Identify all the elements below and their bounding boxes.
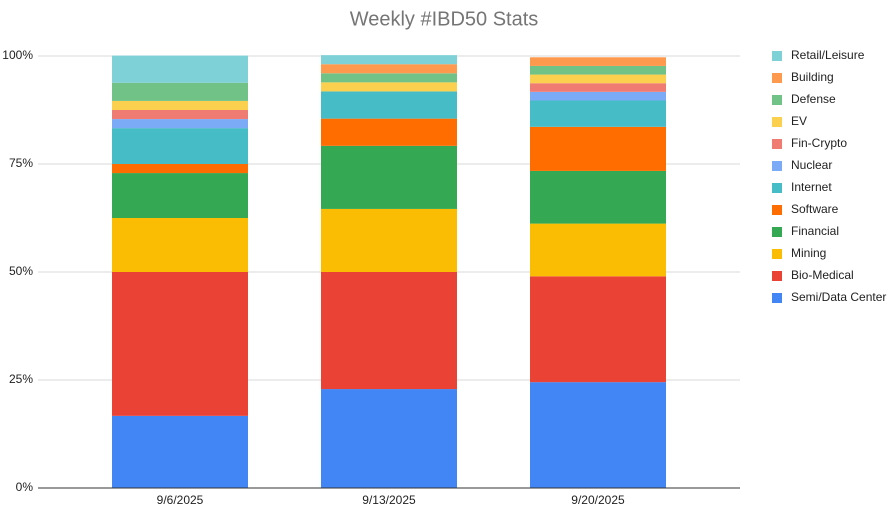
legend-label: Software — [791, 202, 839, 216]
bar-segment — [321, 73, 457, 83]
bar-segment — [321, 389, 457, 488]
legend-label: Nuclear — [791, 158, 832, 172]
x-tick-label: 9/13/2025 — [362, 493, 416, 507]
legend-swatch — [772, 293, 782, 303]
bar-segment — [321, 118, 457, 146]
bar-segment — [530, 170, 666, 224]
bar-segment — [530, 91, 666, 101]
legend-label: Mining — [791, 246, 826, 260]
x-tick-label: 9/20/2025 — [571, 493, 625, 507]
bar-segment — [112, 218, 248, 272]
bar-segment — [321, 64, 457, 74]
legend-label: Retail/Leisure — [791, 48, 865, 62]
bar-segment — [530, 126, 666, 171]
bar-segment — [321, 272, 457, 390]
bar-segment — [112, 164, 248, 174]
bar-segment — [530, 100, 666, 127]
bar-segment — [530, 74, 666, 84]
y-tick-label: 75% — [9, 156, 33, 170]
legend-swatch — [772, 117, 782, 127]
y-tick-label: 50% — [9, 264, 33, 278]
legend-swatch — [772, 73, 782, 83]
x-tick-label: 9/6/2025 — [157, 493, 204, 507]
bar-segment — [112, 100, 248, 110]
legend-swatch — [772, 139, 782, 149]
bar-segment — [112, 272, 248, 416]
legend-label: Fin-Crypto — [791, 136, 847, 150]
legend-swatch — [772, 183, 782, 193]
y-tick-label: 0% — [16, 480, 34, 494]
bar-segment — [530, 83, 666, 92]
bar-segment — [530, 382, 666, 488]
legend-label: Bio-Medical — [791, 268, 854, 282]
legend-label: EV — [791, 114, 807, 128]
bar-segment — [112, 128, 248, 164]
y-tick-label: 100% — [2, 48, 33, 62]
y-tick-label: 25% — [9, 372, 33, 386]
bar-segment — [112, 119, 248, 129]
legend-swatch — [772, 205, 782, 215]
bar-segment — [321, 208, 457, 272]
bar-segment — [321, 82, 457, 92]
bar-segment — [321, 145, 457, 209]
legend-swatch — [772, 161, 782, 171]
bar-segment — [530, 276, 666, 383]
bar-segment — [112, 173, 248, 218]
legend-swatch — [772, 51, 782, 61]
legend-label: Semi/Data Center — [791, 290, 886, 304]
legend-swatch — [772, 95, 782, 105]
bar-segment — [112, 415, 248, 488]
legend-label: Building — [791, 70, 834, 84]
bar-segment — [112, 82, 248, 101]
bar-segment — [530, 223, 666, 277]
legend-label: Financial — [791, 224, 839, 238]
bar-segment — [112, 55, 248, 83]
bar-segment — [530, 57, 666, 66]
chart-title: Weekly #IBD50 Stats — [350, 8, 539, 30]
legend-swatch — [772, 249, 782, 259]
legend-swatch — [772, 271, 782, 281]
legend-swatch — [772, 227, 782, 237]
legend-label: Defense — [791, 92, 836, 106]
bar-segment — [530, 65, 666, 75]
bar-segment — [321, 55, 457, 65]
legend-label: Internet — [791, 180, 832, 194]
bar-segment — [321, 91, 457, 119]
bar-segment — [112, 110, 248, 120]
